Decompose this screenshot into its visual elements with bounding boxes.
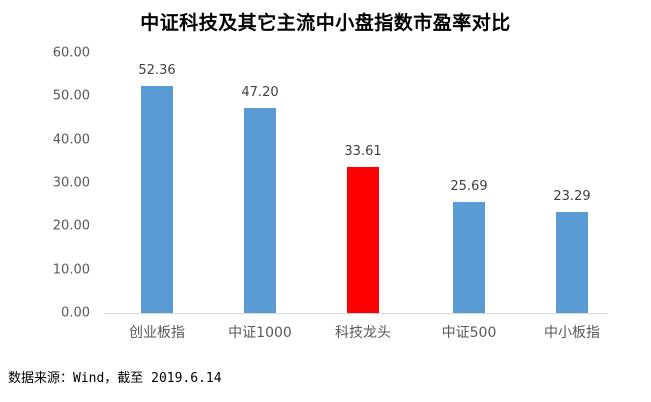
y-tick-label: 50.00	[52, 88, 90, 104]
bar	[453, 201, 485, 313]
bar-value-label: 47.20	[241, 85, 279, 101]
bar-value-label: 33.61	[344, 144, 382, 160]
bar-value-label: 25.69	[450, 178, 488, 194]
y-tick-label: 10.00	[52, 262, 90, 278]
source-note: 数据来源：Wind，截至 2019.6.14	[8, 371, 222, 386]
chart-title: 中证科技及其它主流中小盘指数市盈率对比	[140, 12, 511, 34]
x-axis-line	[105, 313, 607, 314]
y-tick-label: 30.00	[52, 175, 90, 191]
x-category-label: 中证1000	[228, 325, 292, 341]
bar-value-label: 52.36	[138, 63, 176, 79]
bar	[347, 167, 379, 313]
x-category-label: 创业板指	[129, 325, 185, 341]
y-tick-label: 40.00	[52, 132, 90, 148]
y-tick-label: 60.00	[52, 45, 90, 61]
bar	[556, 212, 588, 313]
bar	[244, 108, 276, 313]
y-tick-label: 0.00	[61, 305, 90, 321]
x-category-label: 中证500	[441, 325, 497, 341]
bar-value-label: 23.29	[553, 189, 591, 205]
bar	[141, 86, 173, 313]
y-tick-label: 20.00	[52, 218, 90, 234]
x-category-label: 中小板指	[544, 325, 600, 341]
x-category-label: 科技龙头	[335, 325, 391, 341]
